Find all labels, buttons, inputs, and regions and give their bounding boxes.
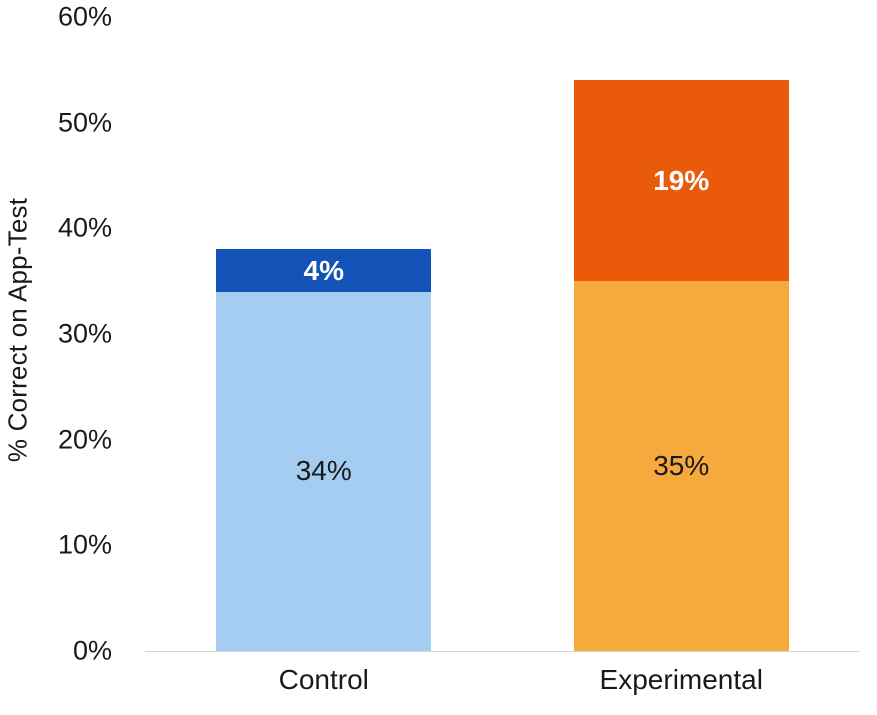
segment-value-label: 4% xyxy=(303,254,344,286)
segment-value-label: 34% xyxy=(295,455,352,487)
segment-value-label: 35% xyxy=(653,450,710,482)
y-tick-label: 30% xyxy=(57,318,112,349)
y-tick-label: 20% xyxy=(57,424,112,455)
bars: 34% 4% 35% 19% xyxy=(145,17,860,651)
y-tick-label: 50% xyxy=(57,107,112,138)
plot-area: 34% 4% 35% 19% xyxy=(145,17,860,652)
x-category-label: Experimental xyxy=(599,664,763,695)
stacked-bar-control: 34% 4% xyxy=(216,17,432,651)
bar-segment-lower: 35% xyxy=(573,281,789,651)
y-tick-label: 60% xyxy=(57,1,112,32)
y-tick-label: 0% xyxy=(72,635,112,666)
y-tick-label: 40% xyxy=(57,212,112,243)
bar-slot: 34% 4% xyxy=(145,17,503,651)
x-category-label: Control xyxy=(278,664,369,695)
x-axis-labels: Control Experimental xyxy=(145,666,860,694)
stacked-bar-experimental: 35% 19% xyxy=(573,17,789,651)
segment-value-label: 19% xyxy=(653,164,710,196)
bar-slot: 35% 19% xyxy=(503,17,861,651)
y-tick-label: 10% xyxy=(57,529,112,560)
bar-segment-upper: 4% xyxy=(216,249,432,292)
bar-segment-lower: 34% xyxy=(216,291,432,651)
y-axis-ticks: 0% 10% 20% 30% 40% 50% 60% xyxy=(0,3,112,664)
bar-segment-upper: 19% xyxy=(573,80,789,282)
